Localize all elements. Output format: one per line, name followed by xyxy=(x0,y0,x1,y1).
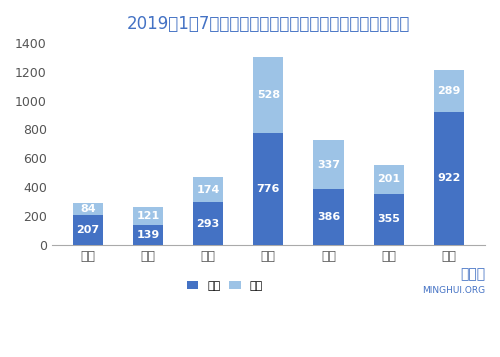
Text: 139: 139 xyxy=(136,230,160,240)
Bar xyxy=(193,177,223,202)
Title: 2019年1～7月大陸法輪功學員遭中共綁架、騷擾人次統計: 2019年1～7月大陸法輪功學員遭中共綁架、騷擾人次統計 xyxy=(126,15,410,33)
Bar xyxy=(314,141,344,189)
Text: 528: 528 xyxy=(257,90,280,100)
Text: 337: 337 xyxy=(317,160,340,170)
Text: 121: 121 xyxy=(136,211,160,221)
Text: 84: 84 xyxy=(80,204,96,214)
Bar xyxy=(314,189,344,245)
Text: 174: 174 xyxy=(196,185,220,195)
Text: MINGHUI.ORG: MINGHUI.ORG xyxy=(422,286,485,295)
Bar xyxy=(434,112,464,245)
Bar xyxy=(73,203,103,215)
Text: 922: 922 xyxy=(437,173,460,183)
Text: 386: 386 xyxy=(317,212,340,222)
Bar xyxy=(133,225,163,245)
Text: 明慧網: 明慧網 xyxy=(460,267,485,281)
Bar xyxy=(133,207,163,225)
Bar xyxy=(374,165,404,193)
Text: 355: 355 xyxy=(378,214,400,224)
Bar xyxy=(73,215,103,245)
Bar xyxy=(254,133,284,245)
Bar xyxy=(254,57,284,133)
Text: 201: 201 xyxy=(377,174,400,184)
Text: 207: 207 xyxy=(76,225,100,235)
Bar xyxy=(434,70,464,112)
Bar xyxy=(374,193,404,245)
Bar xyxy=(193,202,223,245)
Text: 293: 293 xyxy=(196,218,220,228)
Text: 776: 776 xyxy=(256,184,280,194)
Legend: 綁架, 騷擾: 綁架, 騷擾 xyxy=(183,277,267,296)
Text: 289: 289 xyxy=(437,86,460,96)
